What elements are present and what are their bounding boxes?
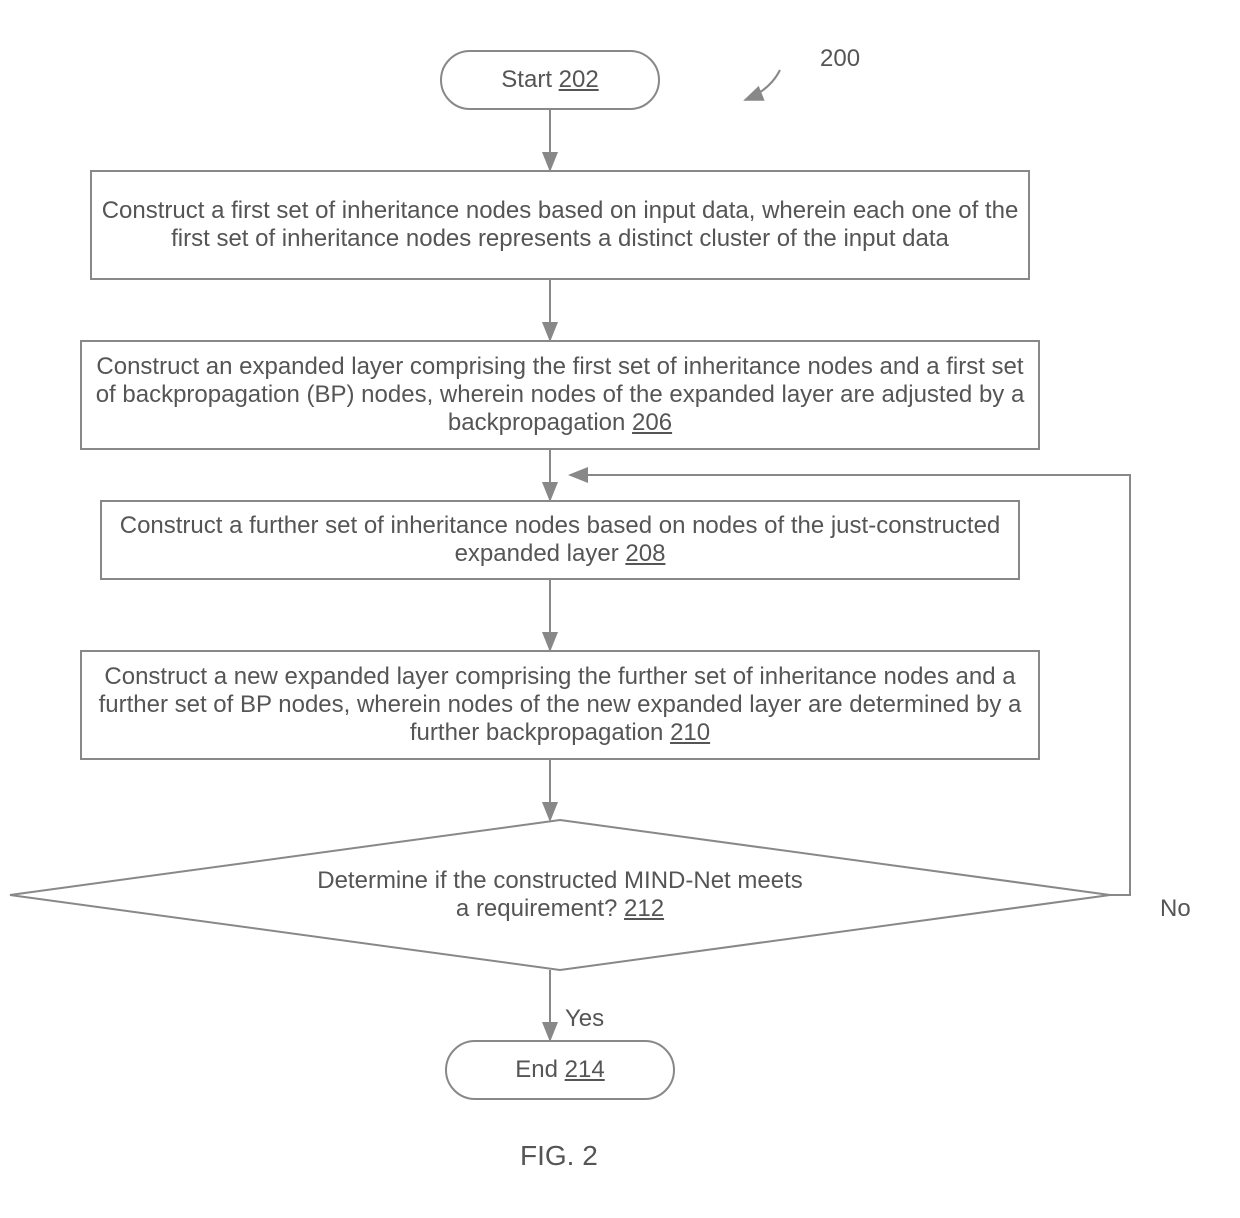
end-text: End: [515, 1056, 564, 1083]
end-node: End 214: [445, 1040, 675, 1100]
start-ref: 202: [559, 66, 599, 93]
decision-text: Determine if the constructed MIND-Net me…: [317, 867, 803, 922]
step1-node: Construct a first set of inheritance nod…: [90, 170, 1030, 280]
start-node: Start 202: [440, 50, 660, 110]
start-text: Start: [501, 66, 558, 93]
figure-label: FIG. 2: [520, 1140, 598, 1172]
step2-node: Construct an expanded layer comprising t…: [80, 340, 1040, 450]
end-ref: 214: [565, 1056, 605, 1083]
decision-node: Determine if the constructed MIND-Net me…: [10, 820, 1110, 970]
step4-node: Construct a new expanded layer comprisin…: [80, 650, 1040, 760]
figure-number-label: 200: [820, 45, 860, 73]
step4-ref: 210: [670, 719, 710, 746]
edge-label: Yes: [565, 1005, 604, 1033]
edge-label: No: [1160, 895, 1191, 923]
step2-ref: 206: [632, 409, 672, 436]
step2-text: Construct an expanded layer comprising t…: [96, 353, 1025, 436]
flowchart-canvas: Start 202 Construct a first set of inher…: [0, 0, 1240, 1218]
decision-ref: 212: [624, 895, 664, 922]
step1-text: Construct a first set of inheritance nod…: [102, 197, 1019, 252]
step3-ref: 208: [625, 540, 665, 567]
step4-text: Construct a new expanded layer comprisin…: [99, 663, 1022, 746]
step3-text: Construct a further set of inheritance n…: [120, 512, 1001, 567]
step3-node: Construct a further set of inheritance n…: [100, 500, 1020, 580]
